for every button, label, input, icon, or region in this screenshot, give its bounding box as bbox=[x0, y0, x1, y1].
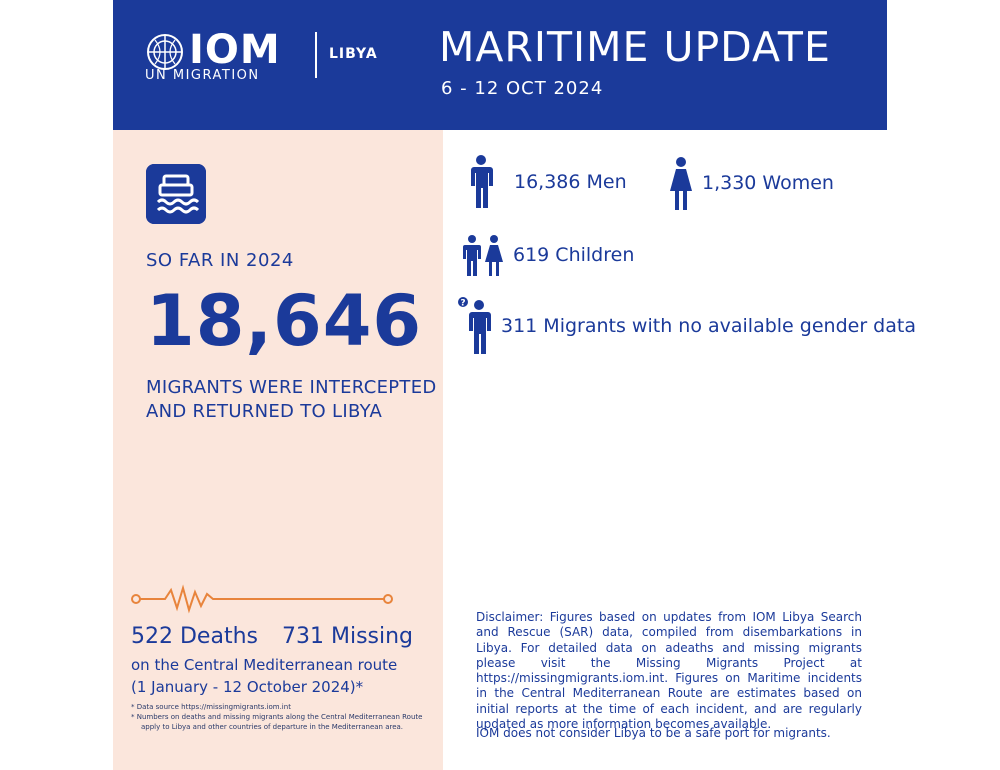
women-stat: 1,330 Women bbox=[668, 156, 834, 210]
un-globe-icon bbox=[147, 34, 183, 70]
maritime-update-card: IOM UN MIGRATION LIBYA MARITIME UPDATE 6… bbox=[113, 0, 916, 770]
breakdown-panel: 16,386 Men 1,330 Women 619 Children ? bbox=[443, 130, 916, 770]
so-far-label: SO FAR IN 2024 bbox=[146, 250, 294, 271]
unknown-gender-stat: ? 311 Migrants with no available gender … bbox=[457, 296, 916, 356]
footnotes: * Data source https://missingmigrants.io… bbox=[131, 702, 431, 732]
children-stat: 619 Children bbox=[461, 234, 634, 276]
missing-count: 731 Missing bbox=[281, 624, 414, 649]
route-caption: on the Central Mediterranean route (1 Ja… bbox=[131, 654, 431, 698]
page-title: MARITIME UPDATE bbox=[439, 23, 831, 71]
summary-panel: SO FAR IN 2024 18,646 MIGRANTS WERE INTE… bbox=[113, 130, 443, 770]
intercepted-caption: MIGRANTS WERE INTERCEPTED AND RETURNED T… bbox=[146, 377, 437, 422]
woman-icon bbox=[670, 157, 692, 210]
intercepted-total: 18,646 bbox=[146, 280, 423, 362]
logo-org-subtitle: UN MIGRATION bbox=[145, 68, 260, 83]
men-count: 16,386 Men bbox=[514, 171, 627, 193]
route-label: on the Central Mediterranean route bbox=[131, 656, 398, 674]
heartbeat-line-icon bbox=[131, 584, 393, 614]
man-icon bbox=[471, 155, 493, 208]
children-count: 619 Children bbox=[513, 244, 635, 266]
children-icon bbox=[463, 235, 503, 276]
iom-logo: IOM UN MIGRATION LIBYA bbox=[145, 27, 377, 90]
deaths-count: 522 Deaths bbox=[131, 624, 258, 649]
deaths-missing-row: 522 Deaths 731 Missing bbox=[131, 624, 437, 649]
svg-text:?: ? bbox=[460, 299, 465, 309]
footnote-source: * Data source https://missingmigrants.io… bbox=[131, 703, 291, 711]
boat-waves-icon bbox=[146, 164, 206, 224]
period-label: (1 January - 12 October 2024)* bbox=[131, 678, 364, 696]
date-range: 6 - 12 OCT 2024 bbox=[441, 78, 604, 99]
unknown-gender-person-icon: ? bbox=[458, 297, 491, 354]
disclaimer-text: Disclaimer: Figures based on updates fro… bbox=[476, 610, 862, 732]
logo-org-name: IOM bbox=[189, 27, 281, 73]
logo-divider bbox=[315, 32, 317, 78]
women-count: 1,330 Women bbox=[702, 172, 834, 194]
men-stat: 16,386 Men bbox=[468, 154, 627, 210]
footnote-numbers: * Numbers on deaths and missing migrants… bbox=[131, 713, 423, 731]
safe-port-statement: IOM does not consider Libya to be a safe… bbox=[476, 726, 831, 740]
header-banner: IOM UN MIGRATION LIBYA MARITIME UPDATE 6… bbox=[113, 0, 887, 130]
logo-country: LIBYA bbox=[329, 46, 378, 62]
unknown-gender-count: 311 Migrants with no available gender da… bbox=[501, 315, 916, 337]
